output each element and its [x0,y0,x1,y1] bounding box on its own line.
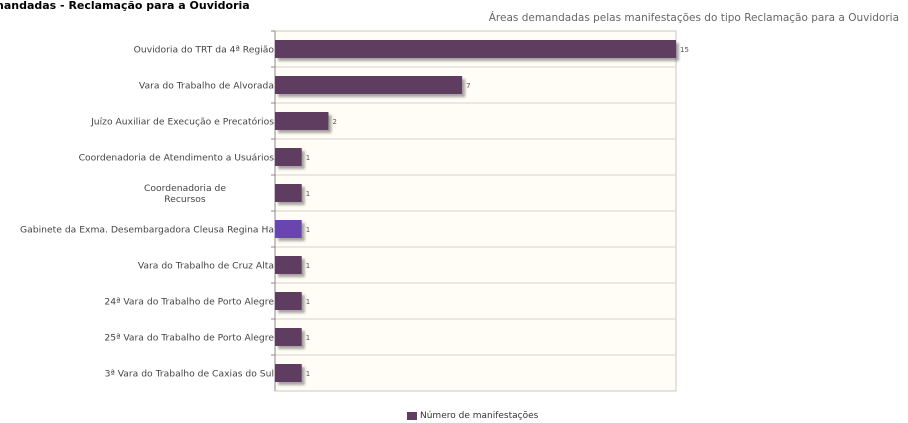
bar[interactable] [275,364,302,382]
data-label: 1 [306,226,310,234]
bar[interactable] [275,40,676,58]
category-label: Ouvidoria do TRT da 4ª Região [134,45,275,56]
category-label: Juízo Auxiliar de Execução e Precatórios [90,117,274,128]
bar[interactable] [275,292,302,310]
bar[interactable] [275,220,302,238]
legend-swatch [407,412,417,420]
category-label: Recursos [164,194,206,205]
category-label: Coordenadoria de Atendimento a Usuários [79,153,275,164]
bar[interactable] [275,112,329,130]
category-label: Coordenadoria de [144,183,226,194]
category-label: Vara do Trabalho de Cruz Alta [138,261,274,272]
legend[interactable]: Número de manifestações [407,411,538,421]
category-label: Vara do Trabalho de Alvorada [139,81,274,92]
legend-label: Número de manifestações [420,411,539,421]
category-label: Gabinete da Exma. Desembargadora Cleusa … [20,225,274,236]
data-label: 1 [306,370,310,378]
page-heading: nandadas - Reclamação para a Ouvidoria [0,0,250,12]
chart-title: Áreas demandadas pelas manifestações do … [488,12,899,24]
bar[interactable] [275,148,302,166]
bar[interactable] [275,184,302,202]
data-label: 7 [466,82,470,90]
bar[interactable] [275,256,302,274]
bar[interactable] [275,328,302,346]
data-label: 1 [306,190,310,198]
category-label: 3ª Vara do Trabalho de Caxias do Sul [105,369,274,380]
category-label: 25ª Vara do Trabalho de Porto Alegre [104,333,274,344]
data-label: 1 [306,262,310,270]
bar[interactable] [275,76,463,94]
data-label: 2 [332,118,336,126]
data-label: 15 [680,46,689,54]
data-label: 1 [306,334,310,342]
category-label: 24ª Vara do Trabalho de Porto Alegre [104,297,274,308]
data-label: 1 [306,154,310,162]
data-label: 1 [306,298,310,306]
